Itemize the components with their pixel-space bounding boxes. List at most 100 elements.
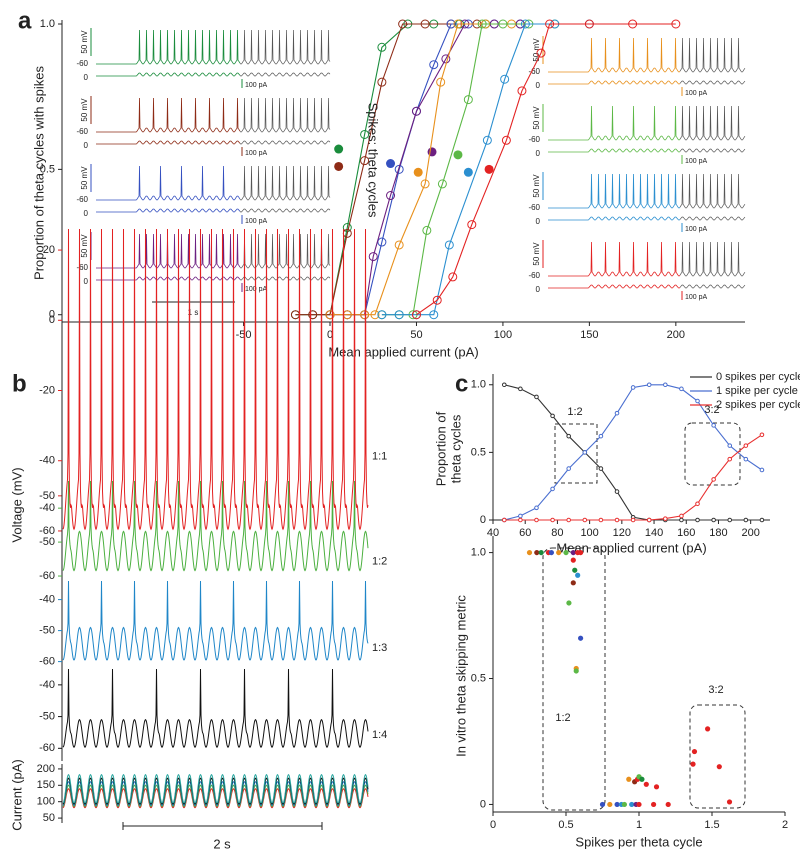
y-axis-label: Current (pA) <box>9 759 24 831</box>
y-tick-label: -50 <box>39 536 55 548</box>
rest-label: -60 <box>76 59 88 68</box>
data-point <box>705 726 711 732</box>
current-scale-label: 100 pA <box>685 226 708 233</box>
data-point <box>665 801 671 808</box>
data-point <box>570 580 576 586</box>
data-point <box>646 382 652 388</box>
data-point <box>534 517 539 523</box>
data-point <box>621 801 628 808</box>
current-scale-label: 100 pA <box>245 286 268 293</box>
voltage-trace <box>679 241 746 277</box>
y-tick-label: 1.0 <box>471 379 486 391</box>
annotation-box <box>689 704 746 809</box>
data-point <box>759 467 765 473</box>
data-point <box>377 310 387 320</box>
data-point <box>716 764 722 770</box>
voltage-trace <box>62 228 369 531</box>
data-point <box>520 19 530 29</box>
data-point <box>482 135 492 145</box>
x-tick-label: 1.5 <box>704 819 719 831</box>
data-point <box>598 433 604 439</box>
y-axis-label: Proportion of theta cycles with spikes <box>31 66 46 280</box>
y-axis-label: theta cycles <box>448 414 463 483</box>
y-tick-label: 0.5 <box>40 163 55 175</box>
current-trace <box>96 140 241 145</box>
x-tick-label: 0 <box>490 819 496 831</box>
current-trace <box>679 80 746 85</box>
legend-label: 2 spikes per cycle <box>716 399 800 411</box>
zero-label: 0 <box>84 277 89 286</box>
data-point <box>436 77 446 87</box>
data-point <box>518 517 523 523</box>
rest-label: -60 <box>76 127 88 136</box>
ratio-label: 1:1 <box>372 450 387 462</box>
rest-label: -60 <box>528 203 540 212</box>
current-trace <box>679 148 746 153</box>
data-point <box>446 19 456 29</box>
current-scale-label: 100 pA <box>245 150 268 157</box>
annotation: 3:2 <box>704 404 719 416</box>
current-trace <box>548 148 681 153</box>
x-tick-label: 120 <box>613 527 631 539</box>
data-point <box>578 549 584 556</box>
voltage-trace <box>679 37 746 73</box>
ratio-label: 1:2 <box>372 556 387 568</box>
data-point <box>573 668 579 674</box>
data-point <box>743 517 749 523</box>
panel-label: a <box>18 7 32 34</box>
data-point <box>575 572 581 578</box>
data-point <box>429 60 439 70</box>
data-point <box>550 517 555 523</box>
data-point <box>386 191 396 201</box>
data-point <box>711 423 716 428</box>
voltage-trace <box>96 97 241 133</box>
x-tick-label: 60 <box>519 527 531 539</box>
data-point <box>370 310 380 320</box>
data-point <box>651 801 657 808</box>
x-tick-label: 1 <box>636 819 642 831</box>
midpoint <box>413 167 423 177</box>
data-point <box>518 513 523 519</box>
legend-label: 0 spikes per cycle <box>716 371 800 383</box>
x-axis-label: Mean applied current (pA) <box>328 344 478 359</box>
data-point <box>498 19 508 29</box>
amplitude-label: 50 mV <box>80 98 89 122</box>
zero-label: 0 <box>536 217 541 226</box>
data-point <box>377 77 387 87</box>
y-tick-label: 0 <box>480 798 486 810</box>
current-trace <box>239 276 331 281</box>
data-point <box>566 517 571 523</box>
data-point <box>598 466 604 471</box>
data-point <box>534 549 540 556</box>
series-line <box>416 23 676 316</box>
y-tick-label: -50 <box>39 490 55 502</box>
data-point <box>663 516 668 521</box>
rest-label: -60 <box>528 67 540 76</box>
x-tick-label: 100 <box>580 527 598 539</box>
zero-label: 0 <box>536 149 541 158</box>
midpoint <box>386 159 396 169</box>
data-point <box>501 517 507 523</box>
y-tick-label: 0.5 <box>471 446 486 458</box>
current-trace <box>239 72 331 77</box>
data-point <box>411 106 421 116</box>
data-point <box>394 240 404 250</box>
x-tick-label: 160 <box>677 527 695 539</box>
ratio-label: 1:4 <box>372 729 387 741</box>
y-tick-label: -50 <box>39 710 55 722</box>
midpoint <box>334 144 344 154</box>
data-point <box>572 567 578 573</box>
amplitude-label: 50 mV <box>532 106 541 130</box>
ratio-label: 1:3 <box>372 642 387 654</box>
x-tick-label: 0 <box>327 329 333 341</box>
data-point <box>360 156 370 166</box>
panel-label: b <box>12 370 27 397</box>
midpoint <box>484 164 494 174</box>
data-point <box>639 776 645 782</box>
data-point <box>679 517 684 523</box>
rest-label: -60 <box>76 263 88 272</box>
data-point <box>501 135 511 145</box>
zero-label: 0 <box>84 209 89 218</box>
data-point <box>538 549 544 556</box>
data-point <box>467 220 477 230</box>
